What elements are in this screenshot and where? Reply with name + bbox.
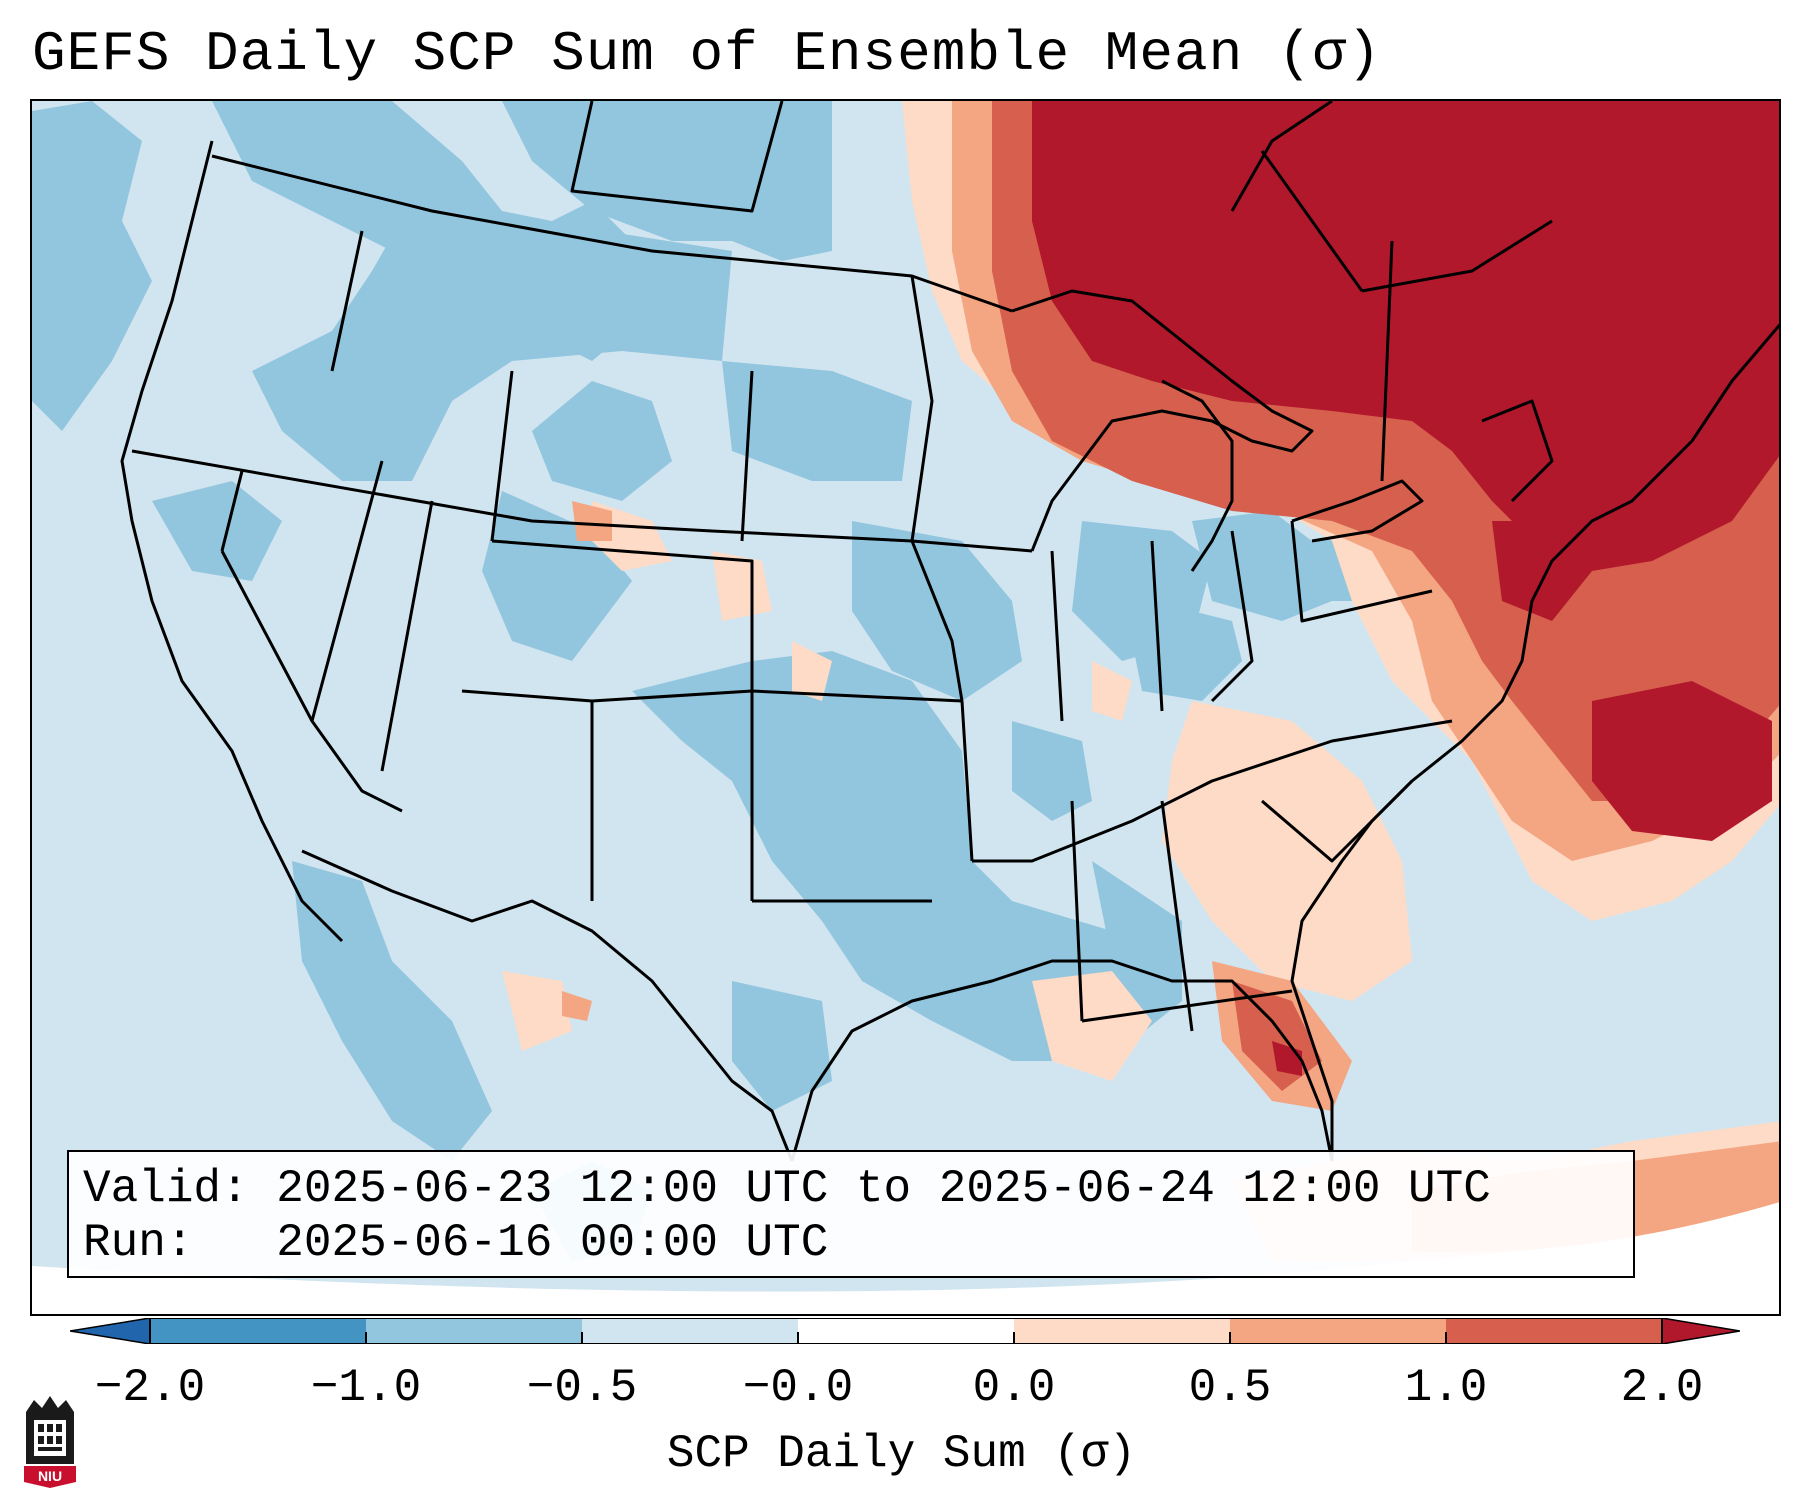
light-blue-regions: [32, 101, 1452, 1261]
colorbar-outline: [149, 1318, 1663, 1344]
colorbar-tick-label: −0.0: [742, 1362, 854, 1414]
colorbar-ticks: [149, 1332, 1663, 1344]
colorbar-label: SCP Daily Sum (σ): [666, 1428, 1137, 1480]
colorbar-over-arrow: [1661, 1318, 1740, 1344]
colorbar-tick-label: 1.0: [1404, 1362, 1488, 1414]
colorbar-segment-4: [798, 1318, 1014, 1344]
colorbar-segment-6: [1230, 1318, 1446, 1344]
colorbar-tick-label: 0.5: [1188, 1362, 1272, 1414]
valid-label: Valid:: [83, 1163, 249, 1215]
colorbar-tick-label: −1.0: [310, 1362, 422, 1414]
scp-field-map: [32, 101, 1779, 1314]
niu-logo-text: NIU: [38, 1468, 62, 1484]
valid-value: 2025-06-23 12:00 UTC to 2025-06-24 12:00…: [276, 1163, 1491, 1215]
niu-logo-icon: NIU: [24, 1396, 76, 1488]
map-panel: [30, 99, 1781, 1316]
colorbar-tick-label: 0.0: [972, 1362, 1056, 1414]
run-value: 2025-06-16 00:00 UTC: [276, 1217, 829, 1269]
colorbar-under-arrow: [70, 1318, 151, 1344]
colorbar: [70, 1318, 1740, 1344]
colorbar-tick-label: −2.0: [94, 1362, 206, 1414]
borders: [120, 101, 1779, 1162]
run-label: Run:: [83, 1217, 194, 1269]
valid-run-info-box: Valid: 2025-06-23 12:00 UTC to 2025-06-2…: [67, 1150, 1635, 1278]
map-title: GEFS Daily SCP Sum of Ensemble Mean (σ): [32, 22, 1382, 86]
colorbar-tick-label: −0.5: [526, 1362, 638, 1414]
colorbar-segment-2: [366, 1318, 582, 1344]
dark-red-regions: [1032, 101, 1779, 1076]
colorbar-tick-label: 2.0: [1620, 1362, 1704, 1414]
colorbar-segment-1: [150, 1318, 366, 1344]
colorbar-segment-5: [1014, 1318, 1230, 1344]
colorbar-segment-7: [1446, 1318, 1662, 1344]
colorbar-segment-3: [582, 1318, 798, 1344]
